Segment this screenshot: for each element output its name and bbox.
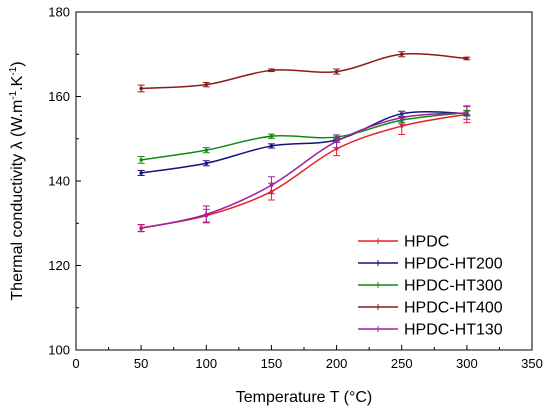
data-point bbox=[204, 82, 209, 87]
series-line bbox=[141, 53, 467, 90]
data-point bbox=[465, 56, 469, 61]
series-4 bbox=[137, 51, 471, 93]
legend-label: HPDC-HT400 bbox=[404, 300, 503, 317]
data-point bbox=[269, 144, 274, 148]
data-point bbox=[269, 183, 274, 188]
series-1 bbox=[137, 105, 471, 232]
legend-item: HPDC-HT200 bbox=[358, 256, 503, 273]
series-3 bbox=[137, 109, 471, 164]
y-tick-label: 140 bbox=[48, 174, 70, 189]
x-tick-label: 150 bbox=[261, 356, 283, 371]
x-tick-label: 250 bbox=[391, 356, 413, 371]
y-axis-label-main: Thermal conductivity λ (W.m bbox=[9, 100, 26, 301]
series-5 bbox=[137, 106, 471, 233]
legend-item: HPDC bbox=[358, 234, 449, 251]
data-point bbox=[139, 226, 143, 231]
y-tick-label: 180 bbox=[48, 5, 70, 20]
data-point bbox=[465, 111, 469, 115]
series-layer bbox=[137, 51, 471, 233]
y-axis-label: Thermal conductivity λ (W.m-1.K-1) bbox=[8, 61, 26, 300]
data-point bbox=[334, 139, 339, 144]
y-tick-label: 160 bbox=[48, 89, 70, 104]
x-axis-label: Temperature T (°C) bbox=[236, 389, 373, 406]
data-point bbox=[334, 69, 339, 74]
series-line bbox=[140, 112, 467, 230]
data-point bbox=[204, 212, 209, 217]
legend-item: HPDC-HT400 bbox=[358, 300, 503, 317]
legend-label: HPDC bbox=[404, 234, 449, 251]
series-line bbox=[141, 111, 467, 174]
y-axis-label-sup2: -1 bbox=[8, 66, 19, 75]
x-tick-label: 50 bbox=[134, 356, 148, 371]
y-tick-label: 120 bbox=[48, 258, 70, 273]
series-line bbox=[141, 113, 467, 229]
series-2 bbox=[137, 110, 471, 177]
data-point bbox=[204, 161, 209, 166]
x-tick-label: 350 bbox=[521, 356, 543, 371]
series-line bbox=[141, 111, 467, 161]
legend: HPDC HPDC-HT200 HPDC-HT300 HPDC-HT400 HPDC-H… bbox=[358, 234, 503, 339]
data-point bbox=[139, 158, 143, 162]
x-tick-label: 100 bbox=[195, 356, 217, 371]
y-axis-label-mid: .K bbox=[9, 75, 26, 90]
data-point bbox=[204, 148, 209, 152]
x-tick-label: 300 bbox=[456, 356, 478, 371]
legend-item: HPDC-HT300 bbox=[358, 278, 503, 295]
data-point bbox=[399, 124, 404, 128]
x-tick-label: 0 bbox=[72, 356, 79, 371]
data-point bbox=[139, 171, 143, 175]
x-tick-label: 200 bbox=[326, 356, 348, 371]
data-point bbox=[269, 134, 274, 139]
data-point bbox=[139, 86, 143, 91]
y-axis-label-end: ) bbox=[9, 61, 26, 66]
legend-label: HPDC-HT200 bbox=[404, 256, 503, 273]
legend-label: HPDC-HT300 bbox=[404, 278, 503, 295]
ticks-layer: 0 50 100 150 200 250 300 350 100 120 140 160 180 bbox=[48, 5, 543, 372]
y-tick-label: 100 bbox=[48, 343, 70, 358]
legend-label: HPDC-HT130 bbox=[404, 322, 503, 339]
data-point bbox=[399, 115, 404, 120]
data-point bbox=[399, 52, 404, 57]
legend-item: HPDC-HT130 bbox=[358, 322, 503, 339]
data-point bbox=[269, 68, 274, 73]
y-axis-label-sup1: -1 bbox=[8, 90, 19, 99]
